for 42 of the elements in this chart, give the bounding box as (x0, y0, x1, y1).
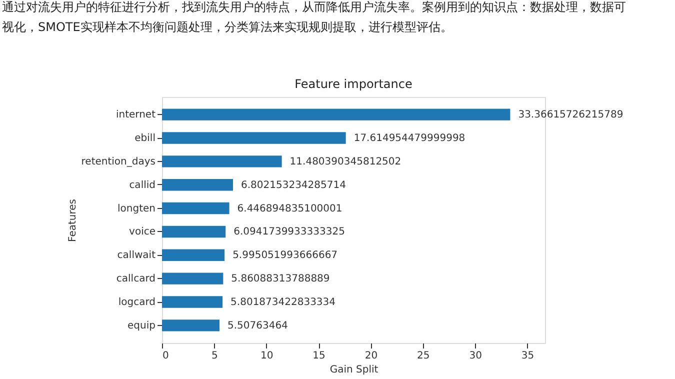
x-tick-label: 10 (260, 350, 274, 362)
bar (162, 272, 224, 284)
y-tick-label: internet (116, 110, 156, 121)
data-label: 5.995051993666667 (232, 250, 338, 262)
bar (162, 202, 230, 214)
chart-title: Feature importance (294, 77, 412, 91)
bar (162, 179, 233, 191)
y-tick-label: callwait (117, 250, 156, 262)
x-axis-title: Gain Split (330, 364, 378, 376)
bar (162, 296, 223, 308)
x-tick-label: 20 (364, 350, 378, 362)
x-tick-label: 30 (469, 350, 482, 362)
bar (162, 249, 225, 261)
x-tick-label: 0 (162, 350, 169, 362)
y-tick-label: voice (129, 226, 156, 238)
data-label: 11.480390345812502 (290, 156, 402, 168)
bar (162, 156, 282, 168)
x-tick-label: 35 (521, 350, 534, 362)
y-axis-title: Features (67, 199, 78, 242)
y-tick-label: callcard (116, 274, 156, 285)
x-tick-label: 15 (312, 350, 326, 362)
y-tick-label: logcard (118, 297, 156, 308)
x-tick-label: 25 (417, 350, 430, 362)
x-tick-label: 5 (211, 350, 218, 362)
data-label: 5.801873422833334 (230, 297, 336, 308)
bar (162, 132, 346, 144)
y-tick-label: ebill (134, 133, 156, 144)
bar (162, 320, 220, 332)
y-tick-label: retention_days (81, 156, 156, 168)
bar (162, 108, 510, 120)
data-label: 6.0941739933333325 (234, 226, 345, 238)
y-tick-label: callid (129, 180, 156, 191)
data-label: 33.36615726215789 (518, 110, 624, 121)
data-label: 5.86088313788889 (231, 274, 330, 285)
bar (162, 226, 226, 238)
data-label: 6.802153234285714 (240, 180, 346, 191)
text: 通过对流失用户的特征进行分析，找到流失用户的特点，从而降低用户流失率。案例用到的知识点：数据处理，数据可视化，SMOTE实现样本不均衡问题处理，分类算法来实现规则提取，进行模型评估。 (2, 0, 626, 34)
data-label: 5.50763464 (227, 320, 288, 332)
y-tick-label: equip (128, 320, 156, 332)
y-tick-label: longten (118, 203, 156, 214)
data-label: 6.446894835100001 (237, 203, 342, 214)
data-label: 17.614954479999998 (354, 133, 466, 144)
